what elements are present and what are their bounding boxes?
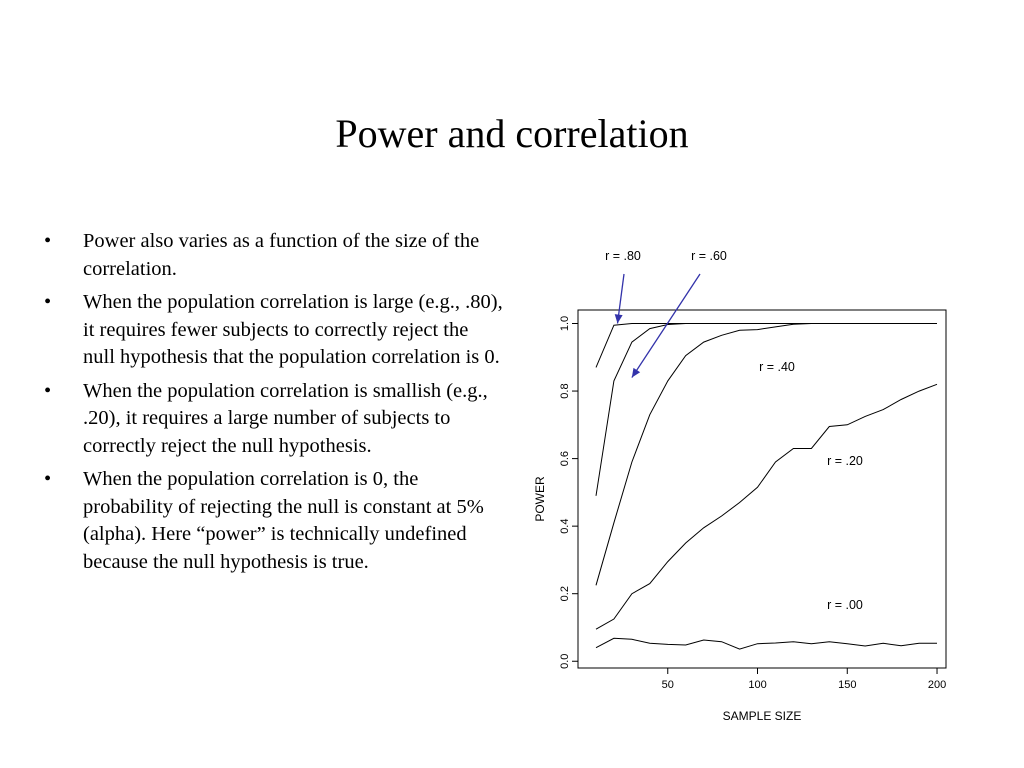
y-tick-label: 0.8 (559, 383, 571, 398)
bullet-item: • When the population correlation is 0, … (40, 466, 505, 576)
x-tick-label: 200 (928, 679, 946, 691)
bullet-icon: • (44, 379, 52, 402)
series-line-r60 (595, 323, 937, 496)
annotation-arrow-line (631, 273, 701, 378)
annotation-label: r = .00 (827, 598, 863, 612)
bullet-text: Power also varies as a function of the s… (83, 230, 480, 280)
power-line-chart: 50 100 150 200 0.00.20.40.60.81.0 r = .80 r … (533, 249, 947, 723)
bullet-text: When the population correlation is small… (83, 379, 488, 457)
y-tick-label: 0.2 (559, 586, 571, 601)
y-tick-label: 1.0 (559, 316, 571, 331)
bullet-list: • Power also varies as a function of the… (40, 228, 505, 582)
series-line-r20 (595, 383, 938, 630)
x-tick-label: 50 (662, 679, 674, 691)
y-axis-label: POWER (533, 476, 547, 522)
series-layer (595, 323, 938, 650)
bullet-icon: • (44, 468, 52, 490)
y-tick-label: 0.0 (559, 654, 571, 669)
plot-frame (577, 309, 947, 669)
annotation-label: r = .40 (759, 360, 795, 374)
annotation-label: r = .60 (691, 249, 727, 263)
annotation-arrowhead (614, 314, 623, 324)
series-line-r40 (595, 323, 937, 586)
bullet-text: When the population correlation is 0, th… (83, 468, 484, 573)
x-tick-label: 100 (748, 679, 766, 691)
bullet-item: • When the population correlation is lar… (40, 289, 505, 372)
bullet-item: • When the population correlation is sma… (40, 378, 505, 461)
series-line-r00 (595, 637, 937, 650)
bullet-icon: • (44, 230, 52, 252)
annotation-layer: r = .80 r = .60 r = .40 r = .20 r = .00 (605, 249, 863, 612)
bullet-text: When the population correlation is large… (83, 291, 503, 368)
slide-title: Power and correlation (335, 111, 689, 156)
bullet-item: • Power also varies as a function of the… (40, 228, 505, 283)
y-tick-label: 0.4 (559, 519, 571, 534)
x-axis-label: SAMPLE SIZE (723, 709, 802, 723)
annotation-label: r = .20 (827, 454, 863, 468)
annotation-arrowhead (631, 367, 641, 378)
x-tick-label: 150 (838, 679, 856, 691)
y-axis: 0.0 0.2 0.4 0.6 0.8 1.0 (559, 316, 578, 669)
y-tick-label: 0.6 (559, 451, 571, 466)
annotation-label: r = .80 (605, 249, 641, 263)
bullet-icon: • (44, 291, 52, 313)
x-axis: 50 100 150 200 (662, 668, 946, 691)
